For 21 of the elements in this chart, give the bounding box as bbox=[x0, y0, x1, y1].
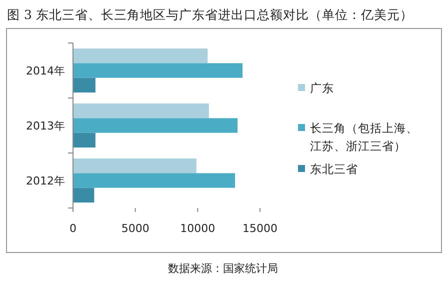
legend-label: 东北三省 bbox=[310, 162, 358, 176]
x-tick-label: 0 bbox=[70, 222, 76, 235]
x-tick-label: 15000 bbox=[242, 222, 278, 235]
y-tick-label: 2012年 bbox=[26, 174, 65, 188]
x-tick-label: 10000 bbox=[180, 222, 216, 235]
bar bbox=[73, 173, 236, 188]
chart-title: 图 3 东北三省、长三角地区与广东省进出口总额对比（单位：亿美元） bbox=[7, 7, 413, 22]
bar bbox=[73, 188, 94, 202]
bar bbox=[73, 158, 196, 174]
bar bbox=[73, 118, 238, 133]
bar bbox=[73, 132, 96, 148]
legend-label: 长三角（包括上海、江苏、浙江三省） bbox=[310, 121, 418, 153]
source-note: 数据来源：国家统计局 bbox=[168, 262, 278, 275]
x-tick-label: 5000 bbox=[121, 222, 150, 235]
y-tick-label: 2013年 bbox=[26, 120, 65, 132]
legend-label: 广东 bbox=[310, 81, 334, 95]
bar bbox=[73, 63, 243, 78]
y-tick-label: 2014年 bbox=[26, 64, 65, 78]
bar bbox=[73, 78, 96, 92]
bar bbox=[73, 104, 209, 118]
bar bbox=[73, 48, 208, 64]
